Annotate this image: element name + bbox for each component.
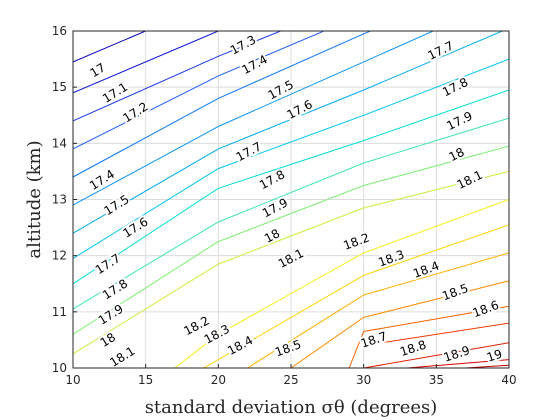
axis-ticks: 10 15 20 25 30 35 40 10 11 12 13 14 15 16 xyxy=(52,24,517,387)
x-tick-label: 40 xyxy=(501,373,516,387)
contour-line xyxy=(290,280,509,368)
contour-label: 19 xyxy=(485,347,504,365)
y-axis-label: altitude (km) xyxy=(24,140,45,258)
contour-line xyxy=(174,199,509,368)
y-tick-label: 11 xyxy=(52,305,67,319)
contour-line xyxy=(203,224,509,368)
y-tick-label: 10 xyxy=(52,361,67,375)
contour-line xyxy=(73,145,509,335)
contour-line xyxy=(73,31,372,178)
y-tick-label: 14 xyxy=(52,136,67,150)
contour-line xyxy=(73,31,282,122)
x-tick-label: 25 xyxy=(283,373,298,387)
x-axis-label: standard deviation σθ (degrees) xyxy=(145,397,438,418)
contour-line xyxy=(363,322,509,346)
contour-line xyxy=(73,117,509,310)
y-tick-label: 13 xyxy=(52,193,67,207)
y-tick-label: 12 xyxy=(52,249,67,263)
contour-line xyxy=(407,359,509,368)
x-tick-label: 20 xyxy=(211,373,226,387)
contour-line xyxy=(363,342,509,368)
contour-line xyxy=(73,31,504,234)
y-tick-label: 15 xyxy=(52,80,67,94)
x-tick-label: 10 xyxy=(65,373,80,387)
x-tick-label: 30 xyxy=(356,373,371,387)
y-tick-label: 16 xyxy=(52,24,67,38)
contour-line xyxy=(73,89,509,285)
contour-line xyxy=(73,31,220,94)
x-tick-label: 35 xyxy=(429,373,444,387)
contour-line xyxy=(247,252,509,368)
contour-line xyxy=(348,305,509,368)
contour-line xyxy=(73,170,509,355)
contour-line xyxy=(73,31,435,206)
x-tick-label: 15 xyxy=(138,373,153,387)
contour-line xyxy=(73,58,509,259)
contour-line xyxy=(73,31,326,150)
